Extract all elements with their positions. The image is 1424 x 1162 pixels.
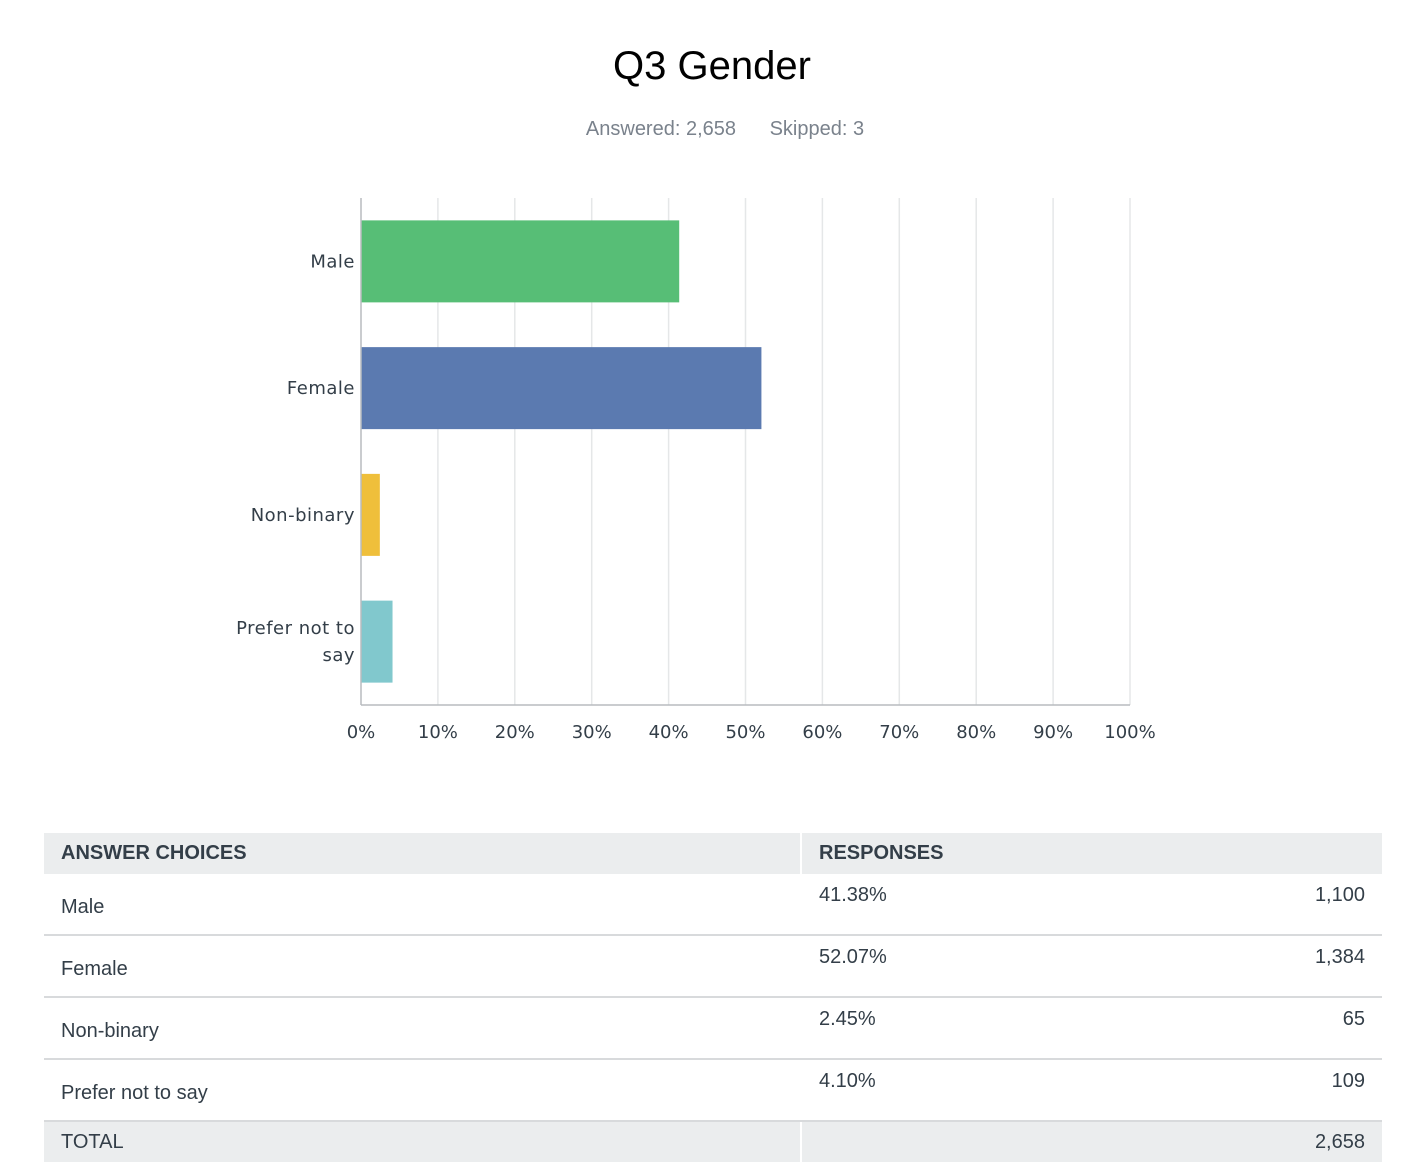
category-label-line: Male xyxy=(310,251,355,272)
response-percent: 52.07% 1,384 xyxy=(800,935,1382,998)
response-count: 65 xyxy=(1342,1008,1365,1030)
skipped-count: Skipped: 3 xyxy=(769,118,865,140)
header-answer-choices: ANSWER CHOICES xyxy=(44,833,801,874)
x-tick-label: 50% xyxy=(725,722,765,743)
category-label-line: say xyxy=(322,645,355,666)
tick-labels: 0% 10% 20% 30% 40% 50% 60% 70% 80% 90% 100% xyxy=(347,722,1156,743)
category-label-line: Female xyxy=(287,378,355,399)
total-row: TOTAL 2,658 xyxy=(44,1121,1382,1162)
x-tick-label: 80% xyxy=(956,722,996,743)
choice-label: Male xyxy=(44,874,801,936)
x-tick-label: 30% xyxy=(572,722,612,743)
axes xyxy=(360,198,1130,706)
choice-label: Female xyxy=(44,935,801,998)
category-label: Male xyxy=(310,251,355,272)
x-tick-label: 0% xyxy=(347,722,376,743)
total-count: 2,658 xyxy=(800,1121,1382,1162)
category-label: Female xyxy=(287,378,355,399)
answered-count: Answered: 2,658 xyxy=(585,118,737,140)
bar xyxy=(361,473,380,556)
x-tick-label: 40% xyxy=(649,722,689,743)
x-tick-label: 90% xyxy=(1033,722,1073,743)
response-summary: Answered: 2,658 Skipped: 3 xyxy=(0,118,1424,141)
x-tick-label: 100% xyxy=(1104,722,1155,743)
x-tick-label: 60% xyxy=(802,722,842,743)
category-label-line: Non-binary xyxy=(251,505,355,526)
table-row: Prefer not to say 4.10% 109 xyxy=(44,1059,1382,1122)
bar xyxy=(361,600,393,683)
response-count: 1,384 xyxy=(1314,946,1365,968)
response-percent: 4.10% 109 xyxy=(800,1059,1382,1122)
response-percent: 2.45% 65 xyxy=(800,997,1382,1060)
table-row: Non-binary 2.45% 65 xyxy=(44,997,1382,1060)
table-row: Male 41.38% 1,100 xyxy=(44,874,1382,936)
total-label: TOTAL xyxy=(44,1121,801,1162)
choice-label: Non-binary xyxy=(44,997,801,1060)
bar xyxy=(361,220,680,303)
header-responses: RESPONSES xyxy=(800,833,1382,874)
response-count: 109 xyxy=(1331,1070,1365,1092)
category-label: Prefer not to say xyxy=(236,618,355,666)
category-label-line: Prefer not to xyxy=(236,618,355,639)
x-tick-label: 20% xyxy=(495,722,535,743)
x-tick-label: 70% xyxy=(879,722,919,743)
question-title: Q3 Gender xyxy=(613,44,811,88)
x-tick-label: 10% xyxy=(418,722,458,743)
response-count: 1,100 xyxy=(1314,884,1365,906)
response-percent: 41.38% 1,100 xyxy=(800,874,1382,936)
category-labels: Male Female Non-binary Prefer not to say xyxy=(236,251,355,666)
category-label: Non-binary xyxy=(251,505,355,526)
bars xyxy=(361,220,762,683)
table-header-row: ANSWER CHOICES RESPONSES xyxy=(44,833,1382,874)
bar-chart: Male Female Non-binary Prefer not to say 0% 1… xyxy=(236,198,1156,743)
bar xyxy=(361,347,762,430)
table-row: Female 52.07% 1,384 xyxy=(44,935,1382,998)
results-table: ANSWER CHOICES RESPONSES Male 41.38% 1,100… xyxy=(44,833,1382,1162)
choice-label: Prefer not to say xyxy=(44,1059,801,1122)
